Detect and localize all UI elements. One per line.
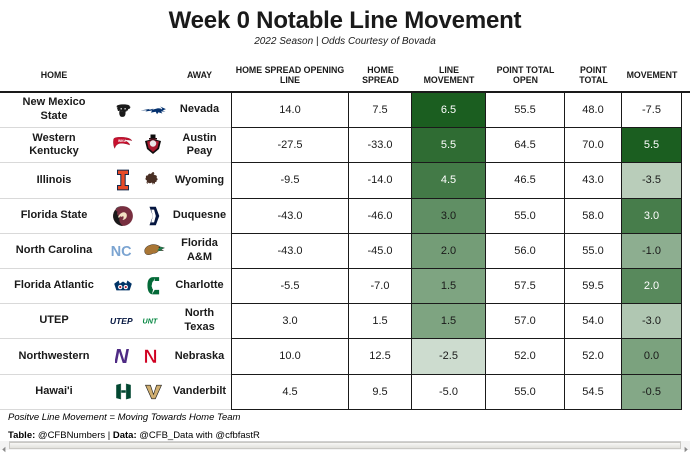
svg-text:N: N — [144, 347, 158, 366]
svg-text:N: N — [115, 347, 129, 366]
svg-text:UNT: UNT — [143, 318, 158, 326]
svg-text:UTEP: UTEP — [110, 316, 133, 326]
svg-text:NC: NC — [111, 244, 132, 259]
svg-text:WKU: WKU — [118, 140, 126, 144]
